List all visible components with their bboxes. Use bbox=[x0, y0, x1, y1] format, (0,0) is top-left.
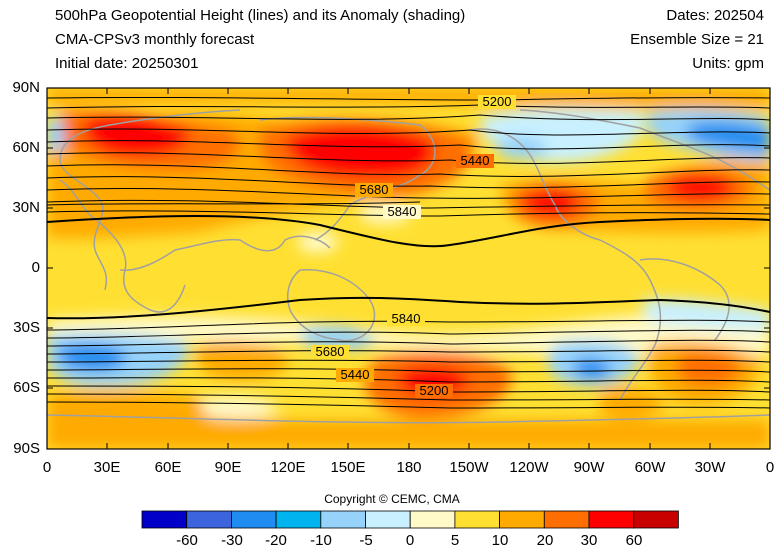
lon-label-180: 180 bbox=[396, 459, 422, 476]
forecast-dates: Dates: 202504 bbox=[666, 7, 764, 24]
colorbar bbox=[141, 510, 679, 529]
colorbar-swatch bbox=[275, 510, 322, 529]
lon-label-30w: 30W bbox=[694, 459, 726, 476]
colorbar-label: 20 bbox=[536, 532, 554, 549]
colorbar-label: 30 bbox=[580, 532, 598, 549]
colorbar-swatch bbox=[141, 510, 188, 529]
lon-label-60e: 60E bbox=[154, 459, 182, 476]
lat-label-90n: 90N bbox=[12, 79, 40, 96]
lon-label-0-end: 0 bbox=[765, 459, 775, 476]
axis-ticks bbox=[47, 87, 770, 450]
colorbar-label: -60 bbox=[176, 532, 198, 549]
colorbar-swatch bbox=[543, 510, 590, 529]
contour-label: 5840 bbox=[388, 204, 417, 219]
lon-label-150e: 150E bbox=[330, 459, 366, 476]
lon-label-120e: 120E bbox=[270, 459, 306, 476]
contour-label: 5840 bbox=[392, 311, 421, 326]
colorbar-swatch bbox=[186, 510, 232, 529]
colorbar-swatch bbox=[409, 510, 456, 529]
colorbar-swatch bbox=[454, 510, 500, 529]
lat-label-eq: 0 bbox=[31, 259, 40, 276]
ensemble-size: Ensemble Size = 21 bbox=[630, 31, 764, 48]
lon-label-90e: 90E bbox=[214, 459, 242, 476]
copyright-text: Copyright © CEMC, CMA bbox=[324, 492, 460, 506]
model-name: CMA-CPSv3 monthly forecast bbox=[55, 31, 255, 48]
colorbar-swatch bbox=[365, 510, 411, 529]
colorbar-swatch bbox=[230, 510, 277, 529]
lon-label-90w: 90W bbox=[573, 459, 605, 476]
contour-label: 5440 bbox=[341, 367, 370, 382]
lon-label-60w: 60W bbox=[634, 459, 666, 476]
contour-label: 5440 bbox=[461, 153, 490, 168]
lon-label-0: 0 bbox=[42, 459, 52, 476]
initial-date: Initial date: 20250301 bbox=[55, 55, 199, 72]
lat-label-60n: 60N bbox=[12, 139, 40, 156]
units: Units: gpm bbox=[692, 55, 764, 72]
contour-label: 5680 bbox=[316, 344, 345, 359]
colorbar-label: 10 bbox=[491, 532, 509, 549]
colorbar-label: 0 bbox=[405, 532, 415, 549]
lat-label-30n: 30N bbox=[12, 199, 40, 216]
colorbar-swatch bbox=[320, 510, 366, 529]
lon-label-150w: 150W bbox=[449, 459, 489, 476]
lat-label-90s: 90S bbox=[13, 440, 40, 457]
lat-label-30s: 30S bbox=[13, 319, 40, 336]
contour-label: 5200 bbox=[420, 383, 449, 398]
colorbar-swatch bbox=[588, 510, 635, 529]
colorbar-label: -20 bbox=[265, 532, 287, 549]
map-title: 500hPa Geopotential Height (lines) and i… bbox=[55, 7, 466, 24]
contour-label: 5680 bbox=[360, 182, 389, 197]
lon-label-30e: 30E bbox=[93, 459, 121, 476]
colorbar-label: -10 bbox=[310, 532, 332, 549]
height-contours bbox=[47, 96, 770, 409]
lat-label-60s: 60S bbox=[13, 379, 40, 396]
colorbar-swatch bbox=[633, 510, 679, 529]
contour-label-group: 5200 5440 5680 5840 5840 5680 5440 5200 bbox=[311, 94, 516, 398]
colorbar-swatch bbox=[499, 510, 545, 529]
colorbar-label: 60 bbox=[625, 532, 643, 549]
colorbar-label: 5 bbox=[450, 532, 460, 549]
colorbar-label: -5 bbox=[359, 532, 373, 549]
contour-label: 5200 bbox=[483, 94, 512, 109]
colorbar-label: -30 bbox=[221, 532, 243, 549]
lon-label-120w: 120W bbox=[509, 459, 549, 476]
